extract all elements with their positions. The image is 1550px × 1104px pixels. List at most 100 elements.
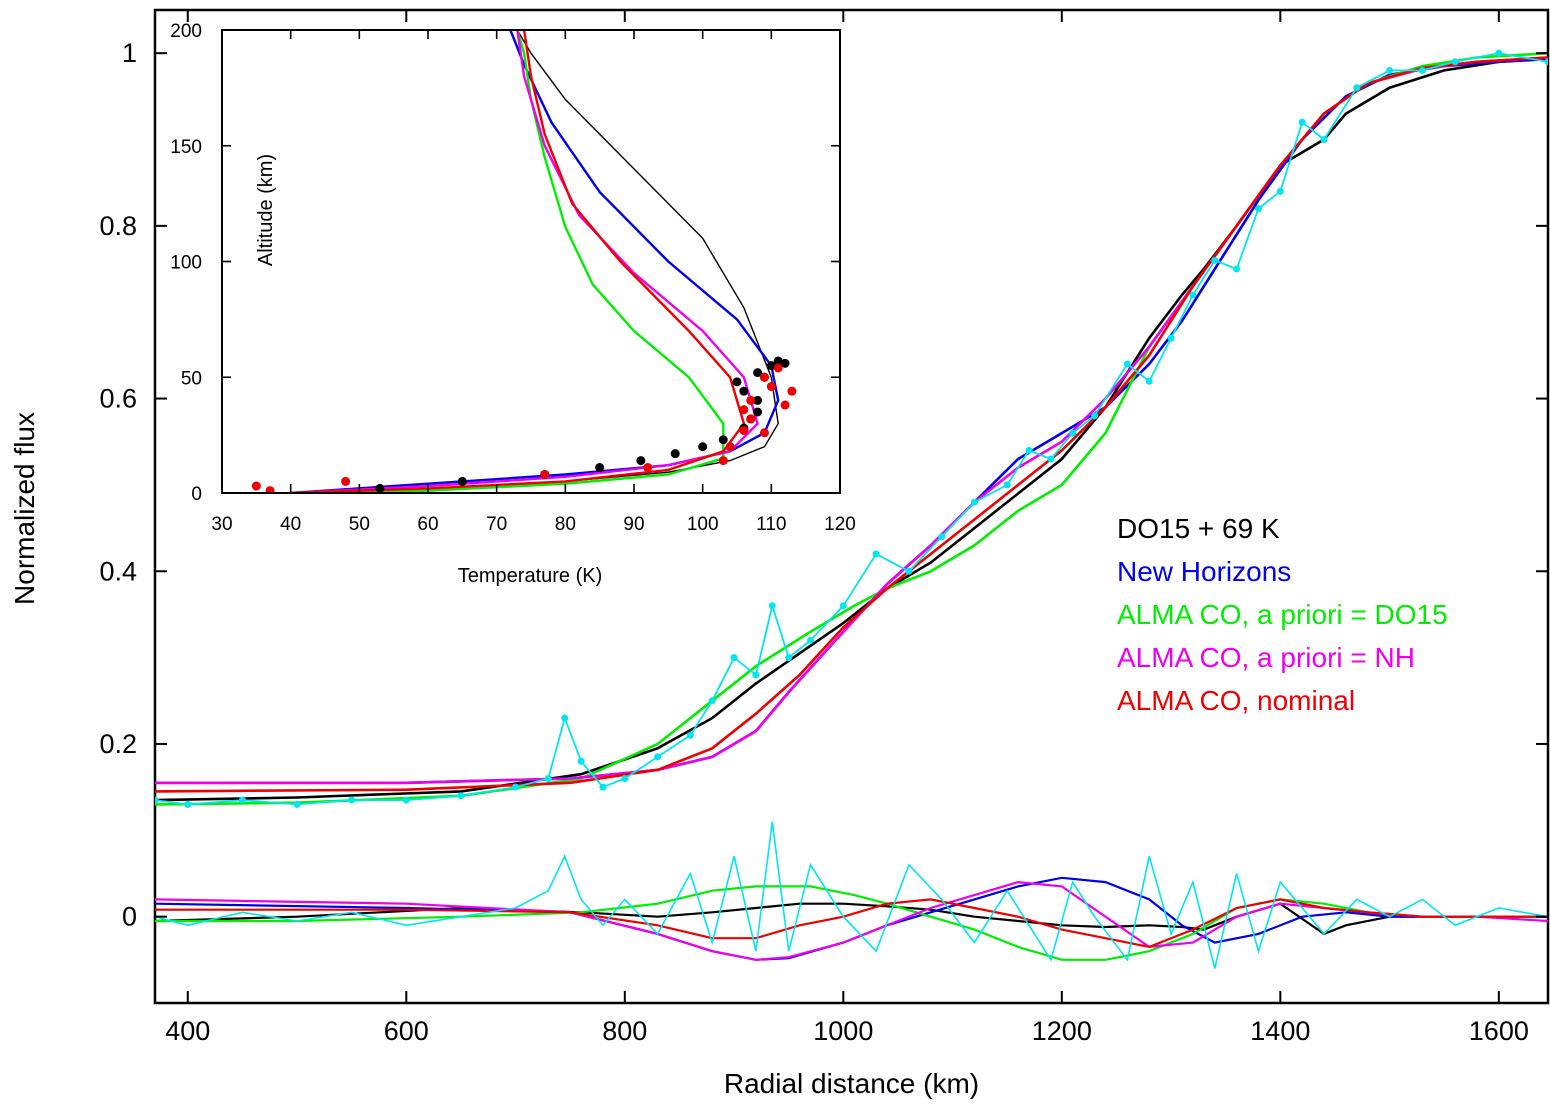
data-point (1091, 412, 1099, 420)
x-tick-label: 1400 (1250, 1016, 1310, 1046)
inset-y-axis-title: Altitude (km) (255, 154, 277, 266)
y-tick-label: 0 (122, 902, 137, 932)
x-tick-label: 600 (384, 1016, 429, 1046)
data-point (155, 796, 159, 804)
inset-data-point (766, 361, 776, 371)
x-tick-label: 1600 (1469, 1016, 1529, 1046)
inset-x-tick-label: 60 (417, 514, 438, 535)
inset-x-tick-label: 100 (687, 514, 719, 535)
data-point (512, 783, 520, 791)
inset-data-point (670, 449, 680, 459)
data-point (1451, 58, 1459, 66)
y-tick-label: 0.8 (99, 211, 137, 241)
data-point (1211, 256, 1219, 264)
data-point (839, 602, 847, 610)
data-point (785, 654, 793, 662)
x-tick-label: 1200 (1032, 1016, 1092, 1046)
series-line-do15-69-k (155, 56, 1548, 802)
inset-data-point (773, 363, 783, 373)
data-point (686, 731, 694, 739)
series-line-alma-co-nominal (155, 56, 1548, 793)
data-point (599, 783, 607, 791)
x-tick-label: 400 (165, 1016, 210, 1046)
data-point (872, 550, 880, 558)
inset-x-tick-label: 40 (280, 514, 301, 535)
inset-data-point (759, 372, 769, 382)
inset-plot: 30 40 50 60 70 80 90 100 110 120 0 50 100 150 200 Temp… (170, 21, 856, 587)
inset-data-point (375, 483, 385, 493)
inset-data-point (773, 356, 783, 366)
data-point (905, 567, 913, 575)
data-point (1025, 446, 1033, 454)
data-point (184, 800, 192, 808)
inset-data-point (457, 476, 467, 486)
inset-data-point (759, 428, 769, 438)
inset-data-point (341, 476, 351, 486)
y-tick-label: 1 (122, 38, 137, 68)
inset-data-point (753, 368, 763, 378)
data-point (1145, 377, 1153, 385)
inset-data-point (698, 442, 708, 452)
inset-data-point (251, 481, 261, 491)
inset-y-tick-label: 100 (170, 253, 202, 274)
data-point (1003, 481, 1011, 489)
data-point (1276, 187, 1284, 195)
data-point (457, 792, 465, 800)
inset-data-point (718, 435, 728, 445)
inset-data-point (780, 358, 790, 368)
inset-data-point (746, 395, 756, 405)
data-point (807, 636, 815, 644)
inset-series-line-new-horizons (290, 30, 780, 493)
inset-data-point (753, 395, 763, 405)
inset-data-point (643, 463, 653, 473)
y-tick-label: 0.6 (99, 384, 137, 414)
data-point (402, 796, 410, 804)
data-point (970, 498, 978, 506)
data-point (238, 796, 246, 804)
inset-y-tick-label: 200 (170, 21, 202, 42)
legend-entry-new-horizons: New Horizons (1117, 556, 1291, 587)
inset-series-line-alma-co-nominal (290, 30, 746, 493)
data-point (708, 697, 716, 705)
residual-line-alma-co-nominal (155, 898, 1548, 949)
inset-data-point (739, 425, 749, 435)
data-point (768, 602, 776, 610)
inset-data-point (746, 414, 756, 424)
inset-y-tick-label: 50 (181, 368, 202, 389)
inset-data-point (718, 456, 728, 466)
residual-line-observed-data (155, 821, 1548, 969)
data-point (730, 654, 738, 662)
data-point (1233, 265, 1241, 273)
inset-data-point (739, 386, 749, 396)
data-point (293, 800, 301, 808)
data-point (1544, 58, 1548, 66)
inset-plot-series (251, 30, 797, 493)
inset-y-tick-label: 150 (170, 137, 202, 158)
inset-data-point (787, 386, 797, 396)
legend: DO15 + 69 K New Horizons ALMA CO, a priori… (1117, 513, 1448, 716)
data-point (1353, 84, 1361, 92)
inset-x-tick-label: 110 (756, 514, 786, 535)
inset-data-point (725, 442, 735, 452)
x-tick-label: 1000 (813, 1016, 873, 1046)
inset-x-tick-label: 50 (349, 514, 370, 535)
inset-data-point (753, 407, 763, 417)
inset-data-point (739, 405, 749, 415)
data-point (654, 753, 662, 761)
data-point (938, 533, 946, 541)
legend-entry-alma-co-nominal: ALMA CO, nominal (1117, 685, 1355, 716)
legend-entry-do15-69-k: DO15 + 69 K (1117, 513, 1280, 544)
main-plot-series (155, 49, 1548, 969)
y-axis-title: Normalized flux (9, 412, 40, 605)
inset-data-point (265, 486, 275, 493)
main-plot-frame (153, 8, 1550, 1005)
data-point (561, 714, 569, 722)
inset-data-point (780, 400, 790, 410)
data-point (544, 774, 552, 782)
inset-x-tick-label: 70 (486, 514, 507, 535)
inset-data-point (540, 469, 550, 479)
legend-entry-alma-co-a-priori-do15: ALMA CO, a priori = DO15 (1117, 599, 1448, 630)
data-point (348, 796, 356, 804)
